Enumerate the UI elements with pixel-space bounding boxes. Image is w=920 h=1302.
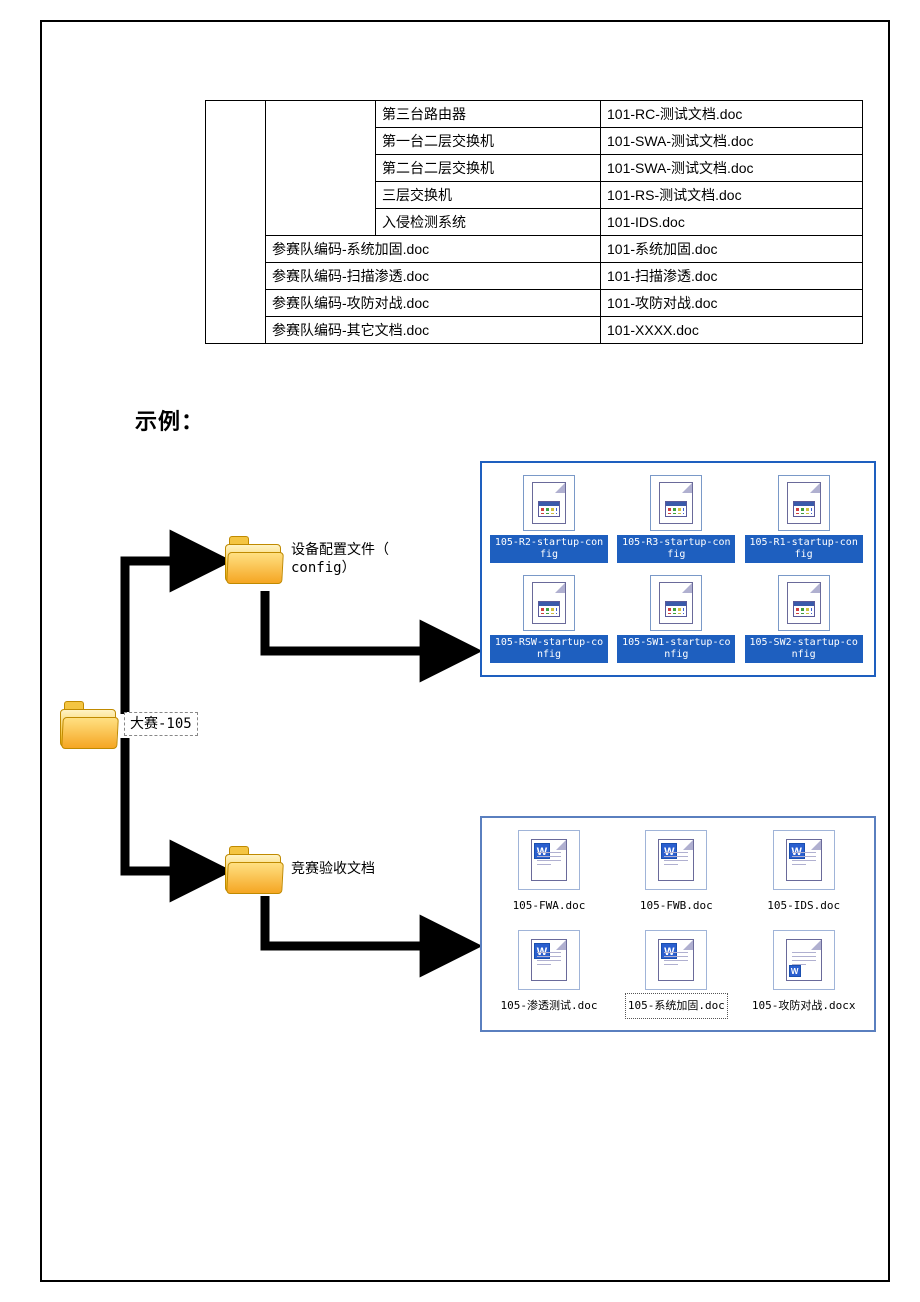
cell-col-b	[266, 101, 376, 236]
file-label: 105-R1-startup-config	[745, 535, 863, 563]
doc-files-grid: W 105-FWA.doc W 105-FWB.doc W 105-IDS.doc W 105…	[480, 816, 876, 1032]
file-label: 105-SW1-startup-config	[617, 635, 735, 663]
file-label: 105-R2-startup-config	[490, 535, 608, 563]
table-row: 参赛队编码-其它文档.doc101-XXXX.doc	[206, 317, 863, 344]
cell-device: 第二台二层交换机	[376, 155, 601, 182]
cell-filename: 101-扫描渗透.doc	[601, 263, 863, 290]
file-label: 105-系统加固.doc	[626, 994, 727, 1018]
word-file-icon: W	[645, 830, 707, 890]
doc-file-item[interactable]: W 105-渗透测试.doc	[490, 930, 608, 1018]
page-content: 第三台路由器101-RC-测试文档.doc第一台二层交换机101-SWA-测试文…	[40, 20, 890, 1156]
table-row: 参赛队编码-攻防对战.doc101-攻防对战.doc	[206, 290, 863, 317]
word-file-icon: W	[518, 930, 580, 990]
doc-file-item[interactable]: W 105-FWB.doc	[617, 830, 735, 918]
cell-docname: 参赛队编码-扫描渗透.doc	[266, 263, 601, 290]
file-naming-table: 第三台路由器101-RC-测试文档.doc第一台二层交换机101-SWA-测试文…	[205, 100, 863, 344]
docs-folder: 竞赛验收文档	[225, 846, 375, 892]
config-file-item[interactable]: 105-R3-startup-config	[617, 475, 735, 563]
table-row: 参赛队编码-扫描渗透.doc101-扫描渗透.doc	[206, 263, 863, 290]
cell-filename: 101-SWA-测试文档.doc	[601, 155, 863, 182]
cell-filename: 101-攻防对战.doc	[601, 290, 863, 317]
docs-folder-label: 竞赛验收文档	[291, 860, 375, 878]
config-files-grid: 105-R2-startup-config 105-R3-startup-conf…	[480, 461, 876, 677]
cell-device: 第三台路由器	[376, 101, 601, 128]
word-file-icon: W	[773, 830, 835, 890]
config-file-icon	[523, 575, 575, 631]
folder-diagram: 大赛-105 设备配置文件（ config） 竞赛验收文档 105-R2-sta…	[40, 476, 890, 1156]
table-row: 第三台路由器101-RC-测试文档.doc	[206, 101, 863, 128]
config-file-icon	[650, 475, 702, 531]
table-row: 参赛队编码-系统加固.doc101-系统加固.doc	[206, 236, 863, 263]
config-file-icon	[650, 575, 702, 631]
doc-file-item[interactable]: W 105-攻防对战.docx	[745, 930, 863, 1018]
cell-docname: 参赛队编码-系统加固.doc	[266, 236, 601, 263]
file-label: 105-攻防对战.docx	[750, 994, 858, 1018]
cell-filename: 101-XXXX.doc	[601, 317, 863, 344]
cell-filename: 101-SWA-测试文档.doc	[601, 128, 863, 155]
root-folder: 大赛-105	[60, 701, 198, 747]
cell-filename: 101-IDS.doc	[601, 209, 863, 236]
cell-filename: 101-系统加固.doc	[601, 236, 863, 263]
cell-col-a	[206, 101, 266, 344]
folder-icon	[225, 536, 281, 582]
cell-device: 入侵检测系统	[376, 209, 601, 236]
config-folder-label: 设备配置文件（ config）	[291, 541, 389, 577]
file-label: 105-RSW-startup-config	[490, 635, 608, 663]
word-file-icon: W	[645, 930, 707, 990]
file-label: 105-渗透测试.doc	[499, 994, 600, 1018]
example-heading: 示例：	[135, 404, 890, 436]
folder-icon	[225, 846, 281, 892]
folder-icon	[60, 701, 116, 747]
doc-file-item[interactable]: W 105-系统加固.doc	[617, 930, 735, 1018]
cell-filename: 101-RS-测试文档.doc	[601, 182, 863, 209]
doc-file-item[interactable]: W 105-IDS.doc	[745, 830, 863, 918]
file-label: 105-FWB.doc	[638, 894, 715, 918]
config-file-item[interactable]: 105-SW1-startup-config	[617, 575, 735, 663]
cell-device: 三层交换机	[376, 182, 601, 209]
cell-filename: 101-RC-测试文档.doc	[601, 101, 863, 128]
word-file-icon: W	[518, 830, 580, 890]
config-file-icon	[778, 575, 830, 631]
cell-docname: 参赛队编码-攻防对战.doc	[266, 290, 601, 317]
config-file-icon	[523, 475, 575, 531]
cell-device: 第一台二层交换机	[376, 128, 601, 155]
config-file-icon	[778, 475, 830, 531]
file-label: 105-FWA.doc	[511, 894, 588, 918]
config-folder: 设备配置文件（ config）	[225, 536, 389, 582]
file-label: 105-SW2-startup-config	[745, 635, 863, 663]
word-file-icon: W	[773, 930, 835, 990]
file-label: 105-IDS.doc	[765, 894, 842, 918]
config-file-item[interactable]: 105-RSW-startup-config	[490, 575, 608, 663]
config-file-item[interactable]: 105-SW2-startup-config	[745, 575, 863, 663]
config-file-item[interactable]: 105-R2-startup-config	[490, 475, 608, 563]
config-file-item[interactable]: 105-R1-startup-config	[745, 475, 863, 563]
file-label: 105-R3-startup-config	[617, 535, 735, 563]
doc-file-item[interactable]: W 105-FWA.doc	[490, 830, 608, 918]
root-folder-label: 大赛-105	[124, 712, 198, 736]
cell-docname: 参赛队编码-其它文档.doc	[266, 317, 601, 344]
